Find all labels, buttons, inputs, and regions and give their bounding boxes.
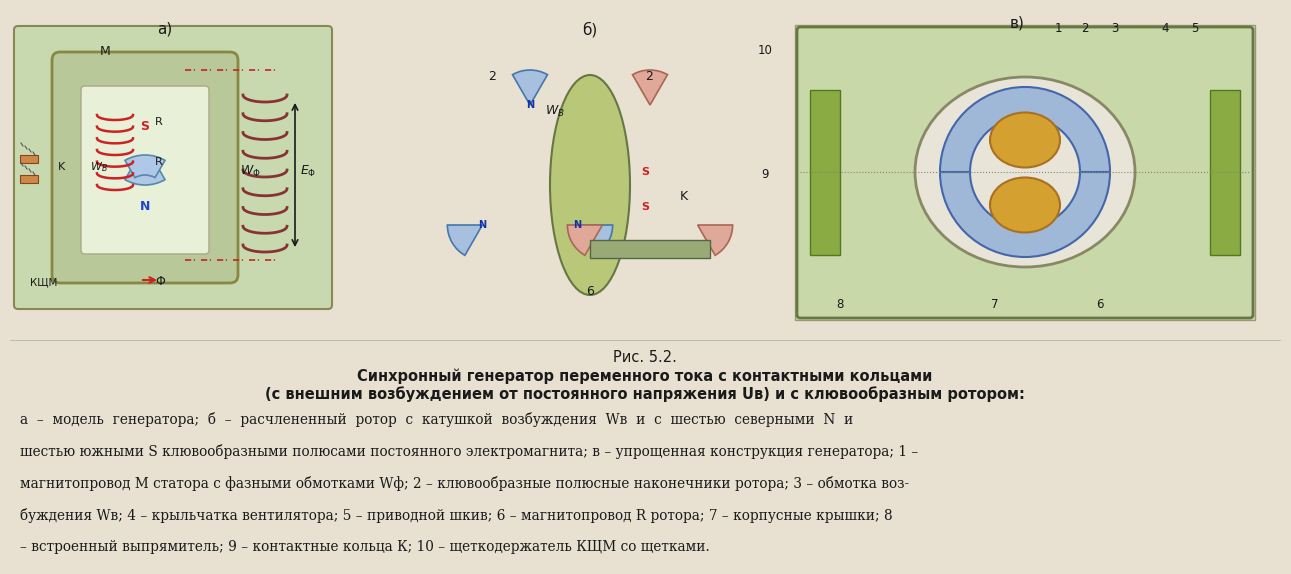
Wedge shape [633, 70, 667, 105]
Wedge shape [125, 155, 165, 178]
Text: а  –  модель  генератора;  б  –  расчлененный  ротор  с  катушкой  возбуждения  : а – модель генератора; б – расчлененный … [19, 412, 853, 427]
Bar [19, 155, 37, 163]
Text: 8: 8 [837, 298, 844, 312]
Text: R: R [155, 157, 163, 167]
FancyBboxPatch shape [797, 27, 1254, 318]
FancyBboxPatch shape [81, 86, 209, 254]
Text: буждения Wв; 4 – крыльчатка вентилятора; 5 – приводной шкив; 6 – магнитопровод R: буждения Wв; 4 – крыльчатка вентилятора;… [19, 508, 892, 523]
FancyBboxPatch shape [14, 26, 332, 309]
Text: 2: 2 [488, 70, 496, 83]
Bar [809, 90, 840, 255]
Text: Синхронный генератор переменного тока с контактными кольцами: Синхронный генератор переменного тока с … [358, 368, 932, 383]
Bar [590, 240, 710, 258]
Ellipse shape [915, 77, 1135, 267]
Text: S: S [141, 120, 150, 133]
Text: K: K [58, 162, 66, 172]
Text: 1: 1 [1055, 21, 1061, 34]
Text: 2: 2 [1082, 21, 1088, 34]
Text: N: N [139, 200, 150, 213]
Text: $W_B$: $W_B$ [90, 160, 108, 174]
Text: $E_\Phi$: $E_\Phi$ [300, 164, 316, 179]
Text: $W_B$: $W_B$ [545, 104, 565, 119]
Text: (с внешним возбуждением от постоянного напряжения Uв) и с клювообразным ротором:: (с внешним возбуждением от постоянного н… [265, 386, 1025, 402]
Bar [19, 175, 37, 183]
Bar [1210, 90, 1239, 255]
Text: шестью южными S клювообразными полюсами постоянного электромагнита; в – упрощенн: шестью южными S клювообразными полюсами … [19, 444, 918, 459]
Text: в): в) [1010, 15, 1025, 30]
Text: 9: 9 [762, 169, 768, 181]
Wedge shape [697, 225, 732, 255]
Text: 6: 6 [586, 285, 594, 298]
Text: а): а) [158, 22, 173, 37]
Text: S: S [642, 167, 649, 177]
Ellipse shape [990, 113, 1060, 168]
Ellipse shape [990, 177, 1060, 232]
Text: магнитопровод М статора с фазными обмотками Wф; 2 – клювообразные полюсные након: магнитопровод М статора с фазными обмотк… [19, 476, 909, 491]
FancyBboxPatch shape [52, 52, 238, 283]
Text: 10: 10 [758, 44, 772, 56]
Text: Рис. 5.2.: Рис. 5.2. [613, 350, 676, 365]
Text: K: K [680, 190, 688, 203]
Text: 2: 2 [646, 70, 653, 83]
Text: 5: 5 [1192, 21, 1198, 34]
Text: N: N [478, 220, 487, 230]
Text: R: R [155, 117, 163, 127]
Ellipse shape [550, 75, 630, 295]
Text: 3: 3 [1112, 21, 1119, 34]
Text: S: S [642, 202, 649, 212]
Wedge shape [513, 70, 547, 105]
Text: 6: 6 [1096, 298, 1104, 312]
Text: N: N [525, 100, 534, 110]
Text: 4: 4 [1161, 21, 1168, 34]
Text: N: N [573, 220, 582, 230]
Text: КЩМ: КЩМ [30, 277, 57, 287]
Wedge shape [567, 225, 603, 255]
Wedge shape [940, 87, 1110, 172]
Text: – встроенный выпрямитель; 9 – контактные кольца К; 10 – щеткодержатель КЩМ со ще: – встроенный выпрямитель; 9 – контактные… [19, 540, 710, 554]
Text: Φ: Φ [155, 275, 165, 288]
Wedge shape [577, 225, 613, 255]
Wedge shape [125, 162, 165, 185]
Wedge shape [940, 172, 1110, 257]
Wedge shape [448, 225, 483, 255]
Text: б): б) [582, 22, 598, 38]
Text: 7: 7 [991, 298, 999, 312]
Text: $W_\Phi$: $W_\Phi$ [240, 164, 261, 179]
Bar [795, 25, 1255, 320]
Text: M: M [99, 45, 110, 58]
